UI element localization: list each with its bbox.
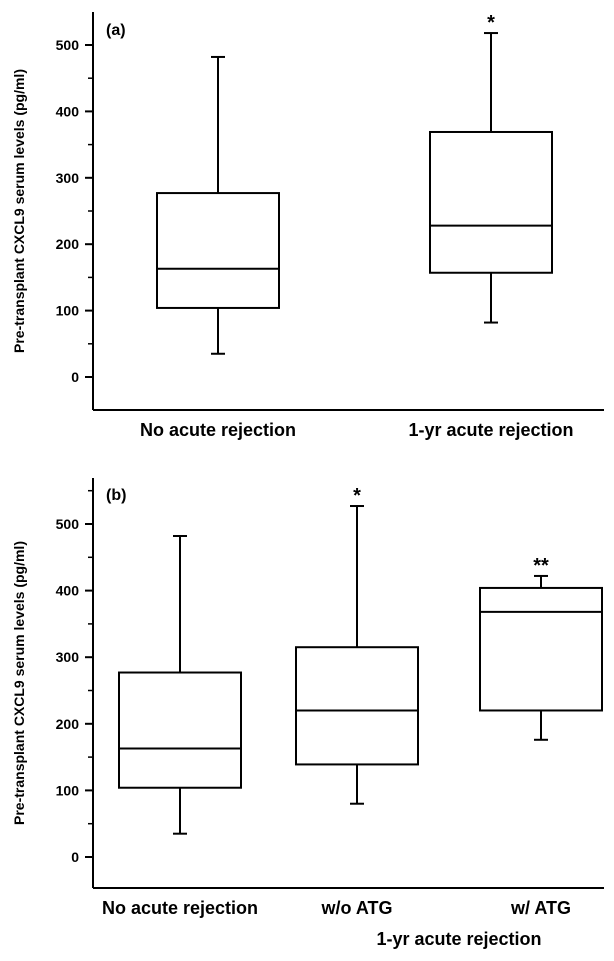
y-tick-label: 300 xyxy=(56,170,80,186)
box-1 xyxy=(118,534,242,835)
y-tick-label: 0 xyxy=(71,849,79,865)
panel-a: 0 100 200 300 400 500 Pre-transplant CXCL9 ser… xyxy=(11,12,604,440)
category-label: w/o ATG xyxy=(321,898,393,918)
category-label: No acute rejection xyxy=(140,420,296,440)
significance-marker: * xyxy=(487,12,495,34)
y-axis-label: Pre-transplant CXCL9 serum levels (pg/ml… xyxy=(11,69,27,353)
panel-label: (a) xyxy=(106,22,126,39)
y-tick-label: 0 xyxy=(71,369,79,385)
category-label: 1-yr acute rejection xyxy=(408,420,573,440)
box-3: ** xyxy=(479,555,603,741)
category-label: w/ ATG xyxy=(510,898,571,918)
category-label: No acute rejection xyxy=(102,898,258,918)
y-axis-label: Pre-transplant CXCL9 serum levels (pg/ml… xyxy=(11,541,27,825)
y-tick-label: 500 xyxy=(56,516,80,532)
y-tick-label: 100 xyxy=(56,303,80,319)
iqr-box xyxy=(295,646,419,766)
iqr-box xyxy=(156,192,280,309)
iqr-box xyxy=(429,130,553,274)
iqr-box xyxy=(479,586,603,712)
y-tick-label: 200 xyxy=(56,236,80,252)
y-tick-label: 200 xyxy=(56,716,80,732)
box-1 xyxy=(156,55,280,355)
y-tick-label: 300 xyxy=(56,649,80,665)
box-2: * xyxy=(295,485,419,805)
significance-marker: ** xyxy=(533,555,549,577)
panel-label: (b) xyxy=(106,487,126,504)
y-tick-label: 400 xyxy=(56,583,80,599)
significance-marker: * xyxy=(353,485,361,507)
group-label: 1-yr acute rejection xyxy=(376,929,541,949)
y-tick-label: 100 xyxy=(56,782,80,798)
y-tick-label: 500 xyxy=(56,37,80,53)
panel-b: 0 100 200 300 400 500 Pre-transplant CXCL9 ser… xyxy=(11,478,604,949)
box-2: * xyxy=(429,12,553,324)
iqr-box xyxy=(118,671,242,789)
y-tick-label: 400 xyxy=(56,103,80,119)
